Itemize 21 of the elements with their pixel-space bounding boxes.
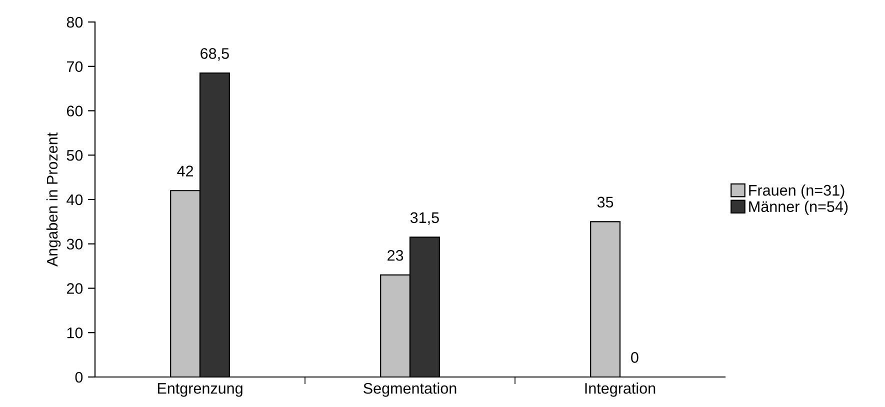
y-tick-label: 0 xyxy=(75,372,83,383)
x-tick-label: Entgrenzung xyxy=(158,383,242,397)
y-tick-label: 80 xyxy=(66,16,83,28)
y-axis-title: Angaben in Prozent xyxy=(46,132,61,267)
y-tick-label: 20 xyxy=(66,283,83,294)
y-tick-label: 30 xyxy=(66,238,83,250)
y-tick-label: 40 xyxy=(66,194,83,206)
y-tick-label: 50 xyxy=(66,150,83,161)
data-label: 23 xyxy=(388,250,404,261)
legend-label: Männer (n=54) xyxy=(749,200,848,216)
data-label: 68,5 xyxy=(200,48,229,61)
data-label: 0 xyxy=(631,352,638,363)
data-label: 35 xyxy=(597,196,614,208)
data-label: 31,5 xyxy=(410,212,439,225)
y-tick-label: 60 xyxy=(66,106,83,116)
x-tick-label: Segmentation xyxy=(364,382,456,397)
y-tick-label: 10 xyxy=(67,327,83,338)
y-tick-label: 70 xyxy=(66,61,83,72)
legend-label: Frauen (n=31) xyxy=(749,184,844,199)
data-label: 42 xyxy=(177,166,194,176)
x-tick-label: Integration xyxy=(585,382,656,397)
